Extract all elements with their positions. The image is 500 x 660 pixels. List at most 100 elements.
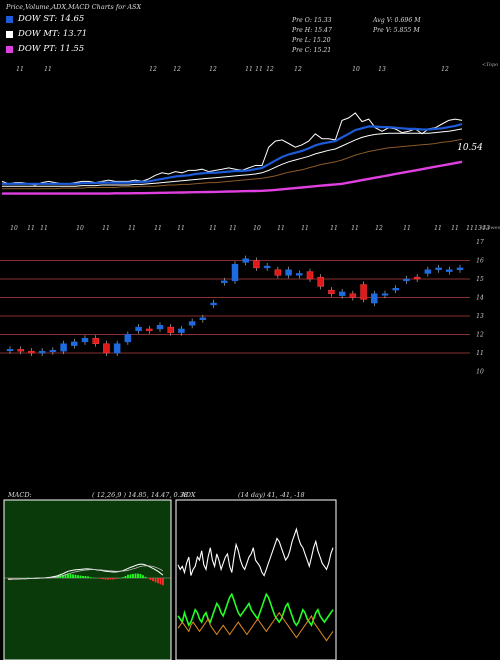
candle bbox=[28, 350, 35, 354]
macd-histogram-bar bbox=[109, 578, 112, 580]
macd-histogram-bar bbox=[87, 576, 89, 578]
series-line-ema-fast bbox=[2, 122, 463, 185]
legend-swatch-magenta bbox=[6, 45, 13, 53]
candle bbox=[231, 263, 239, 282]
candle bbox=[221, 280, 228, 283]
candle-axis-label: 10 bbox=[76, 225, 84, 232]
macd-histogram-bar bbox=[134, 573, 137, 578]
candle bbox=[178, 328, 185, 333]
legend-label: DOW PT: 11.55 bbox=[18, 44, 85, 54]
macd-signal-line bbox=[8, 565, 164, 580]
legend-dow-pt: DOW PT: 11.55 bbox=[6, 44, 84, 54]
panel-top-side-label: <Topo bbox=[482, 62, 498, 68]
candle bbox=[199, 317, 207, 320]
candle bbox=[113, 343, 121, 354]
candle-axis-label: 11 bbox=[229, 225, 237, 232]
macd-histogram-bar bbox=[89, 577, 92, 578]
candle bbox=[381, 293, 389, 296]
macd-histogram-bar bbox=[67, 573, 69, 578]
candle bbox=[456, 267, 464, 270]
candle-axis-label: 11 bbox=[40, 225, 48, 232]
candle bbox=[253, 260, 260, 269]
legend-dow-st: DOW ST: 14.65 bbox=[6, 14, 84, 24]
candle bbox=[338, 291, 346, 296]
macd-histogram-bar bbox=[142, 575, 144, 578]
minus-di-line bbox=[177, 611, 334, 642]
candle bbox=[167, 326, 174, 333]
macd-histogram-bar bbox=[69, 574, 72, 578]
macd-histogram-bar bbox=[114, 578, 117, 580]
macd-histogram-bar bbox=[79, 575, 82, 578]
macd-histogram-bar bbox=[84, 576, 87, 578]
candle bbox=[306, 271, 314, 280]
candle bbox=[424, 269, 432, 274]
macd-histogram-bar bbox=[144, 576, 147, 578]
candle-axis-label: 11 bbox=[351, 225, 359, 232]
top-axis-label: 10 bbox=[352, 66, 360, 73]
candle-axis-label: 11 bbox=[209, 225, 217, 232]
plus-di-line bbox=[177, 592, 334, 627]
macd-histogram-bar bbox=[157, 578, 159, 584]
candle bbox=[60, 343, 67, 352]
top-axis-label: 12 bbox=[266, 66, 274, 73]
candle-axis-label: 13 bbox=[474, 225, 482, 232]
top-axis-label: 12 bbox=[294, 66, 302, 73]
candle bbox=[317, 276, 324, 287]
top-axis-label: 12 bbox=[209, 66, 217, 73]
y-tick-label: 15 bbox=[476, 276, 484, 283]
macd-histogram-bar bbox=[104, 578, 107, 580]
candle bbox=[413, 276, 421, 280]
series-line-dow-pt bbox=[2, 160, 463, 195]
candle bbox=[403, 278, 410, 282]
legend-label: DOW MT: 13.71 bbox=[18, 29, 88, 39]
macd-label: MACD: bbox=[8, 491, 32, 499]
y-tick-label: 10 bbox=[476, 369, 484, 376]
macd-histogram-bar bbox=[122, 577, 124, 578]
adx-line bbox=[177, 527, 334, 577]
candle bbox=[38, 350, 46, 354]
panel-low-side-label: <Lowes bbox=[480, 225, 500, 231]
candle bbox=[392, 288, 399, 291]
top-axis-label: 13 bbox=[378, 66, 386, 73]
candle bbox=[6, 349, 14, 352]
macd-panel-frame bbox=[3, 499, 172, 660]
macd-histogram-bar bbox=[77, 575, 79, 578]
candle-axis-label: 13 bbox=[482, 225, 490, 232]
candle-axis-label: 10 bbox=[10, 225, 18, 232]
stat-prev-low: Pre L: 15.20 bbox=[292, 37, 331, 44]
macd-histogram-bar bbox=[74, 574, 77, 578]
y-tick-label: 11 bbox=[476, 350, 484, 357]
candle bbox=[263, 265, 271, 269]
top-axis-label: 12 bbox=[173, 66, 181, 73]
macd-histogram-bar bbox=[107, 578, 109, 580]
macd-histogram-bar bbox=[129, 574, 132, 578]
candle bbox=[285, 269, 292, 276]
top-axis-label: 11 bbox=[245, 66, 253, 73]
macd-histogram-bar bbox=[127, 574, 129, 578]
macd-histogram-bar bbox=[159, 578, 162, 585]
stat-prev-close: Pre C: 15.21 bbox=[292, 47, 332, 54]
candle bbox=[156, 325, 164, 330]
y-tick-label: 16 bbox=[476, 258, 484, 265]
legend-label: DOW ST: 14.65 bbox=[18, 14, 85, 24]
macd-histogram-bar bbox=[149, 578, 152, 580]
candle bbox=[210, 302, 217, 306]
adx-params: (14 day) 41, -41, -18 bbox=[238, 491, 305, 499]
series-line-ema-slow bbox=[2, 138, 463, 190]
y-tick-label: 12 bbox=[476, 332, 484, 339]
candle-axis-label: 11 bbox=[128, 225, 136, 232]
candle bbox=[103, 343, 110, 354]
candle bbox=[92, 337, 99, 345]
candle-axis-label: 11 bbox=[434, 225, 442, 232]
candle bbox=[349, 293, 357, 298]
candle bbox=[124, 334, 132, 343]
candle bbox=[296, 273, 303, 276]
macd-histogram-bar bbox=[102, 578, 104, 580]
macd-histogram-bar bbox=[64, 574, 67, 578]
macd-histogram-bar bbox=[99, 578, 102, 579]
y-tick-label: 13 bbox=[476, 313, 484, 320]
candle bbox=[242, 258, 249, 263]
candle-axis-label: 11 bbox=[102, 225, 110, 232]
top-axis-label: 11 bbox=[255, 66, 263, 73]
